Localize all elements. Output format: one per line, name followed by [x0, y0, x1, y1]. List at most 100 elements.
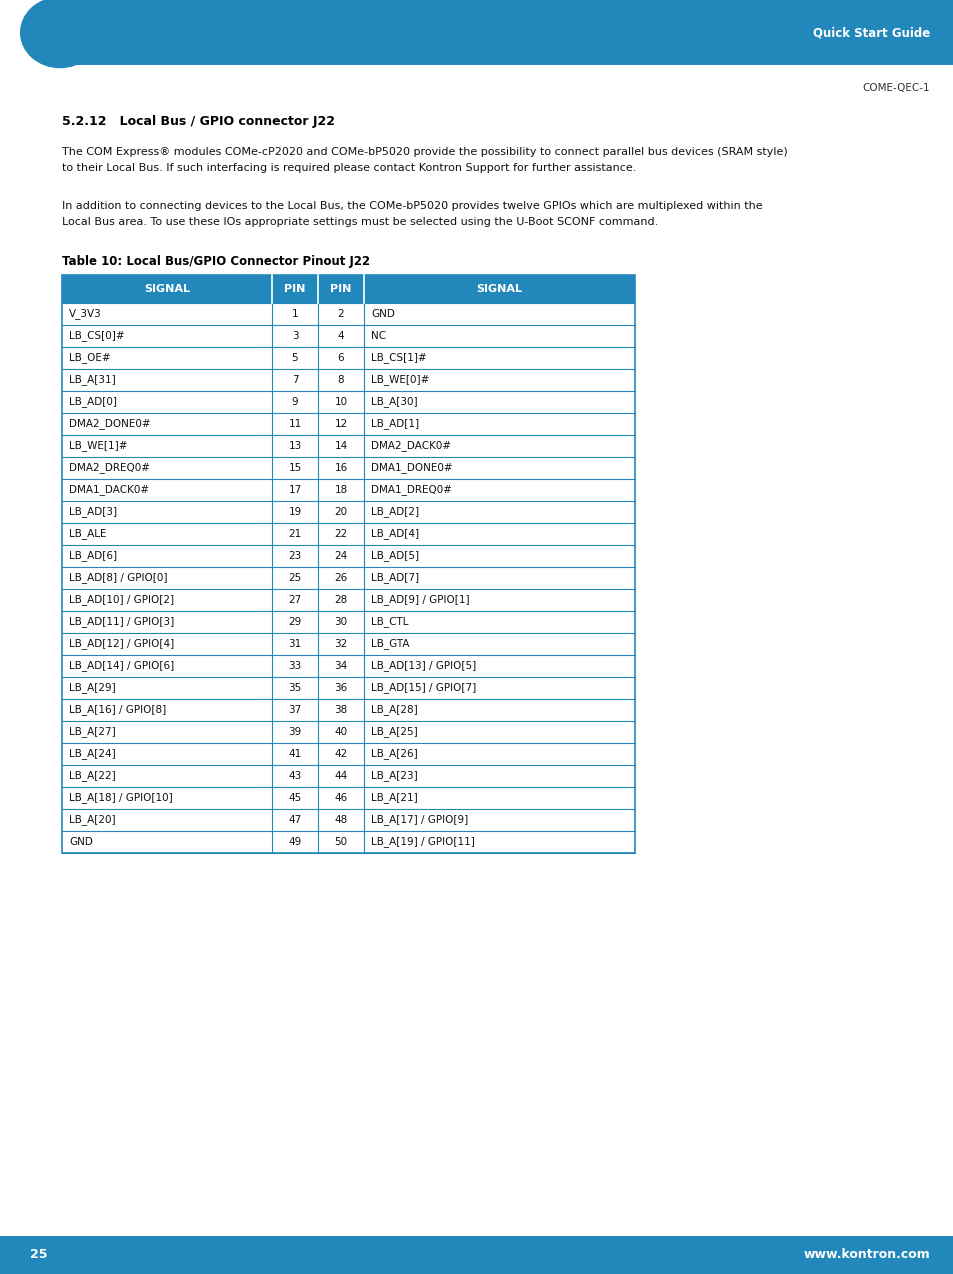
Text: 40: 40 — [335, 727, 347, 736]
Text: 11: 11 — [288, 419, 301, 429]
Text: LB_AD[3]: LB_AD[3] — [69, 507, 117, 517]
Text: 4: 4 — [337, 331, 344, 341]
Text: 45: 45 — [288, 792, 301, 803]
Text: 32: 32 — [334, 640, 347, 648]
Text: 44: 44 — [334, 771, 347, 781]
Bar — [0, 0, 60, 65]
Text: 34: 34 — [334, 661, 347, 671]
Text: LB_A[24]: LB_A[24] — [69, 749, 115, 759]
Text: LB_A[30]: LB_A[30] — [371, 396, 417, 408]
Text: LB_AD[1]: LB_AD[1] — [371, 419, 418, 429]
Text: COME-QEC-1: COME-QEC-1 — [862, 83, 929, 93]
Text: 2: 2 — [337, 310, 344, 318]
Text: www.kontron.com: www.kontron.com — [802, 1249, 929, 1261]
Text: DMA2_DONE0#: DMA2_DONE0# — [69, 419, 151, 429]
Text: LB_A[19] / GPIO[11]: LB_A[19] / GPIO[11] — [371, 837, 475, 847]
Text: Table 10: Local Bus/GPIO Connector Pinout J22: Table 10: Local Bus/GPIO Connector Pinou… — [62, 255, 370, 268]
Text: GND: GND — [371, 310, 395, 318]
Text: 13: 13 — [288, 441, 301, 451]
Text: to their Local Bus. If such interfacing is required please contact Kontron Suppo: to their Local Bus. If such interfacing … — [62, 163, 636, 173]
Text: 43: 43 — [288, 771, 301, 781]
Text: DMA1_DONE0#: DMA1_DONE0# — [371, 462, 452, 474]
Text: LB_AD[13] / GPIO[5]: LB_AD[13] / GPIO[5] — [371, 660, 476, 671]
Text: LB_AD[15] / GPIO[7]: LB_AD[15] / GPIO[7] — [371, 683, 476, 693]
Bar — [0, 1236, 953, 1274]
Text: 16: 16 — [334, 462, 347, 473]
Text: LB_AD[14] / GPIO[6]: LB_AD[14] / GPIO[6] — [69, 660, 174, 671]
Text: LB_CS[0]#: LB_CS[0]# — [69, 330, 125, 341]
Text: 14: 14 — [334, 441, 347, 451]
Text: LB_AD[12] / GPIO[4]: LB_AD[12] / GPIO[4] — [69, 638, 174, 650]
Text: LB_A[21]: LB_A[21] — [371, 792, 417, 804]
Text: LB_AD[2]: LB_AD[2] — [371, 507, 418, 517]
Text: LB_GTA: LB_GTA — [371, 638, 409, 650]
Text: GND: GND — [69, 837, 92, 847]
Text: 25: 25 — [30, 1249, 48, 1261]
Text: Quick Start Guide: Quick Start Guide — [812, 25, 929, 39]
Text: LB_A[16] / GPIO[8]: LB_A[16] / GPIO[8] — [69, 705, 166, 716]
Text: SIGNAL: SIGNAL — [476, 284, 522, 294]
Text: LB_A[23]: LB_A[23] — [371, 771, 417, 781]
Ellipse shape — [20, 0, 100, 69]
Text: 28: 28 — [334, 595, 347, 605]
Text: LB_WE[1]#: LB_WE[1]# — [69, 441, 128, 451]
Text: LB_A[26]: LB_A[26] — [371, 749, 417, 759]
Text: 23: 23 — [288, 550, 301, 561]
Text: LB_AD[4]: LB_AD[4] — [371, 529, 418, 539]
Text: LB_AD[6]: LB_AD[6] — [69, 550, 117, 562]
Text: 29: 29 — [288, 617, 301, 627]
Text: LB_A[27]: LB_A[27] — [69, 726, 115, 738]
Text: 27: 27 — [288, 595, 301, 605]
Text: 39: 39 — [288, 727, 301, 736]
Bar — [62, 275, 635, 854]
Text: 46: 46 — [334, 792, 347, 803]
Text: 15: 15 — [288, 462, 301, 473]
Text: LB_AD[8] / GPIO[0]: LB_AD[8] / GPIO[0] — [69, 572, 168, 583]
Text: 37: 37 — [288, 705, 301, 715]
Text: 36: 36 — [334, 683, 347, 693]
Text: 7: 7 — [292, 375, 298, 385]
Text: LB_A[28]: LB_A[28] — [371, 705, 417, 716]
Text: 12: 12 — [334, 419, 347, 429]
Text: 17: 17 — [288, 485, 301, 496]
Text: LB_A[31]: LB_A[31] — [69, 375, 115, 386]
Text: LB_AD[5]: LB_AD[5] — [371, 550, 418, 562]
Text: 25: 25 — [288, 573, 301, 583]
Text: PIN: PIN — [330, 284, 352, 294]
Text: LB_A[25]: LB_A[25] — [371, 726, 417, 738]
Text: DMA1_DACK0#: DMA1_DACK0# — [69, 484, 149, 496]
Text: DMA2_DREQ0#: DMA2_DREQ0# — [69, 462, 150, 474]
Text: LB_AD[7]: LB_AD[7] — [371, 572, 418, 583]
Text: In addition to connecting devices to the Local Bus, the COMe-bP5020 provides twe: In addition to connecting devices to the… — [62, 201, 761, 211]
Text: 5: 5 — [292, 353, 298, 363]
Text: LB_AD[11] / GPIO[3]: LB_AD[11] / GPIO[3] — [69, 617, 174, 628]
Text: 5.2.12   Local Bus / GPIO connector J22: 5.2.12 Local Bus / GPIO connector J22 — [62, 115, 335, 127]
Text: NC: NC — [371, 331, 386, 341]
Text: DMA1_DREQ0#: DMA1_DREQ0# — [371, 484, 452, 496]
Text: V_3V3: V_3V3 — [69, 308, 102, 320]
Text: LB_A[20]: LB_A[20] — [69, 814, 115, 826]
Text: 6: 6 — [337, 353, 344, 363]
Text: 38: 38 — [334, 705, 347, 715]
Text: LB_A[29]: LB_A[29] — [69, 683, 115, 693]
Text: The COM Express® modules COMe-cP2020 and COMe-bP5020 provide the possibility to : The COM Express® modules COMe-cP2020 and… — [62, 147, 787, 157]
Text: LB_AD[9] / GPIO[1]: LB_AD[9] / GPIO[1] — [371, 595, 469, 605]
Text: 10: 10 — [335, 397, 347, 406]
Text: 9: 9 — [292, 397, 298, 406]
Text: 20: 20 — [335, 507, 347, 517]
Text: 31: 31 — [288, 640, 301, 648]
Text: 21: 21 — [288, 529, 301, 539]
Text: LB_AD[10] / GPIO[2]: LB_AD[10] / GPIO[2] — [69, 595, 174, 605]
Text: 48: 48 — [334, 815, 347, 826]
Text: 49: 49 — [288, 837, 301, 847]
Text: 50: 50 — [335, 837, 347, 847]
Text: 41: 41 — [288, 749, 301, 759]
Text: 26: 26 — [334, 573, 347, 583]
Text: DMA2_DACK0#: DMA2_DACK0# — [371, 441, 451, 451]
Text: 35: 35 — [288, 683, 301, 693]
Text: 24: 24 — [334, 550, 347, 561]
Text: LB_AD[0]: LB_AD[0] — [69, 396, 117, 408]
Text: LB_CTL: LB_CTL — [371, 617, 408, 628]
Text: 8: 8 — [337, 375, 344, 385]
Text: LB_ALE: LB_ALE — [69, 529, 107, 539]
